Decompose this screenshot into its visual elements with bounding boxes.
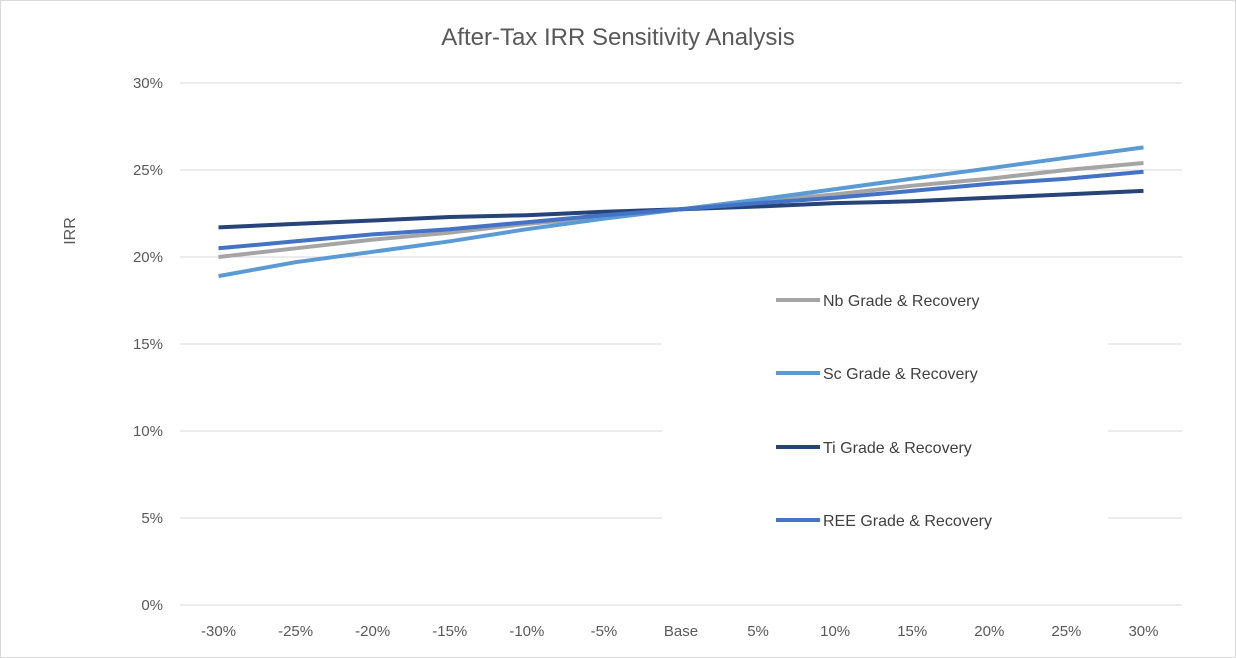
legend-box xyxy=(662,276,1108,546)
y-tick-label: 30% xyxy=(133,75,163,92)
chart-title: After-Tax IRR Sensitivity Analysis xyxy=(441,24,794,51)
series-lines xyxy=(218,145,1144,279)
x-tick-label: 25% xyxy=(1051,623,1081,640)
y-axis-label: IRR xyxy=(62,217,79,245)
legend-label: Sc Grade & Recovery xyxy=(823,366,978,383)
legend-label: Ti Grade & Recovery xyxy=(823,440,972,457)
legend-label: REE Grade & Recovery xyxy=(823,513,992,530)
x-tick-label: -5% xyxy=(591,623,618,640)
x-tick-label: 5% xyxy=(747,623,769,640)
legend: Nb Grade & Recovery Sc Grade & Recovery Ti… xyxy=(776,293,992,530)
x-tick-label: -15% xyxy=(432,623,467,640)
x-tick-label: -20% xyxy=(355,623,390,640)
x-tick-label: 10% xyxy=(820,623,850,640)
y-tick-label: 10% xyxy=(133,423,163,440)
y-axis-ticks: 0% 5% 10% 15% 20% 25% 30% xyxy=(133,75,163,614)
legend-label: Nb Grade & Recovery xyxy=(823,293,980,310)
y-tick-label: 5% xyxy=(141,510,163,527)
x-tick-label: Base xyxy=(664,623,698,640)
y-tick-label: 15% xyxy=(133,336,163,353)
y-tick-label: 25% xyxy=(133,162,163,179)
legend-background xyxy=(662,276,1108,546)
y-tick-label: 0% xyxy=(141,597,163,614)
x-tick-label: 30% xyxy=(1128,623,1158,640)
series-line-4 xyxy=(218,169,1144,251)
x-tick-label: -10% xyxy=(509,623,544,640)
x-tick-label: -25% xyxy=(278,623,313,640)
x-tick-label: 20% xyxy=(974,623,1004,640)
x-tick-label: 15% xyxy=(897,623,927,640)
x-axis-ticks: -30% -25% -20% -15% -10% -5% Base 5% 10% 15% 20% 25… xyxy=(201,623,1158,640)
x-tick-label: -30% xyxy=(201,623,236,640)
y-tick-label: 20% xyxy=(133,249,163,266)
